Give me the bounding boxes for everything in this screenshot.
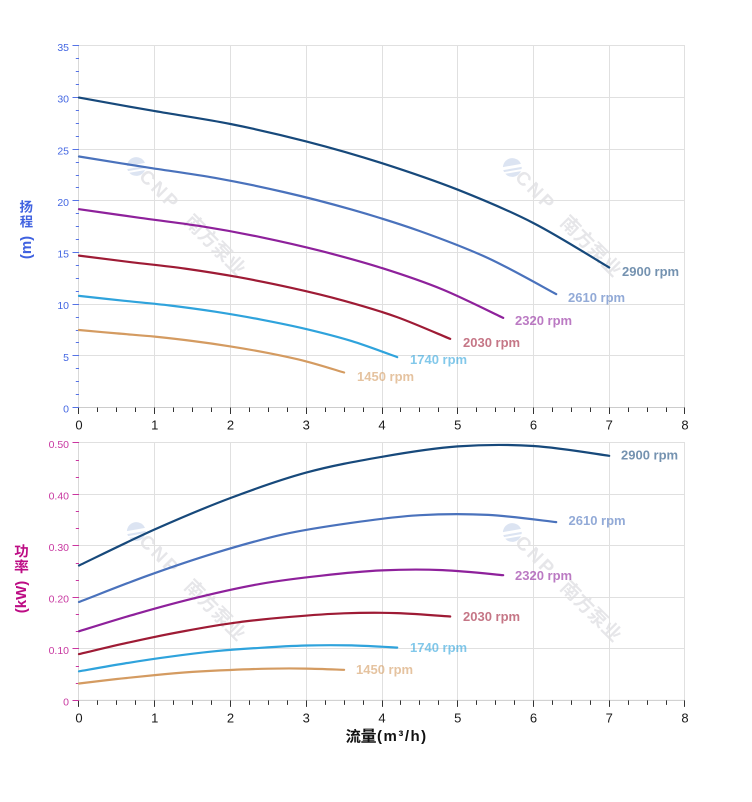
svg-text:6: 6 xyxy=(530,418,537,433)
svg-text:0: 0 xyxy=(63,404,69,416)
svg-text:0.10: 0.10 xyxy=(49,645,70,657)
svg-text:2610 rpm: 2610 rpm xyxy=(569,513,626,528)
svg-text:2320 rpm: 2320 rpm xyxy=(515,313,572,328)
svg-text:0: 0 xyxy=(75,418,82,433)
svg-text:2610 rpm: 2610 rpm xyxy=(568,290,625,305)
svg-text:1450 rpm: 1450 rpm xyxy=(356,662,413,677)
svg-text:3: 3 xyxy=(303,710,310,725)
svg-text:4: 4 xyxy=(378,418,385,433)
svg-text:(kW): (kW) xyxy=(13,581,30,614)
svg-text:25: 25 xyxy=(57,145,69,157)
svg-text:5: 5 xyxy=(454,418,461,433)
svg-text:5: 5 xyxy=(63,352,69,364)
svg-text:3: 3 xyxy=(303,418,310,433)
svg-text:5: 5 xyxy=(454,710,461,725)
svg-text:0.40: 0.40 xyxy=(49,490,70,502)
svg-text:1740 rpm: 1740 rpm xyxy=(410,352,467,367)
svg-text:(m³/h): (m³/h) xyxy=(377,728,428,745)
svg-text:10: 10 xyxy=(57,300,69,312)
svg-text:2: 2 xyxy=(227,710,234,725)
svg-text:7: 7 xyxy=(606,710,613,725)
svg-text:1: 1 xyxy=(151,418,158,433)
svg-text:2030 rpm: 2030 rpm xyxy=(463,609,520,624)
svg-text:0: 0 xyxy=(75,710,82,725)
svg-text:2320 rpm: 2320 rpm xyxy=(515,568,572,583)
svg-text:7: 7 xyxy=(606,418,613,433)
svg-text:6: 6 xyxy=(530,710,537,725)
svg-text:2900 rpm: 2900 rpm xyxy=(621,448,678,463)
svg-text:20: 20 xyxy=(57,197,69,209)
svg-text:1450 rpm: 1450 rpm xyxy=(357,369,414,384)
svg-text:0.20: 0.20 xyxy=(49,593,70,605)
svg-text:1: 1 xyxy=(151,710,158,725)
svg-text:35: 35 xyxy=(57,42,69,54)
svg-text:4: 4 xyxy=(378,710,385,725)
svg-text:2030 rpm: 2030 rpm xyxy=(463,335,520,350)
svg-text:8: 8 xyxy=(681,710,688,725)
svg-text:0.50: 0.50 xyxy=(49,439,70,451)
svg-text:0.30: 0.30 xyxy=(49,542,70,554)
svg-text:(m): (m) xyxy=(18,236,35,259)
svg-text:1740 rpm: 1740 rpm xyxy=(410,640,467,655)
svg-text:30: 30 xyxy=(57,94,69,106)
svg-text:0: 0 xyxy=(63,696,69,708)
svg-text:8: 8 xyxy=(681,418,688,433)
svg-text:2900 rpm: 2900 rpm xyxy=(622,264,679,279)
svg-text:15: 15 xyxy=(57,249,69,261)
svg-text:2: 2 xyxy=(227,418,234,433)
